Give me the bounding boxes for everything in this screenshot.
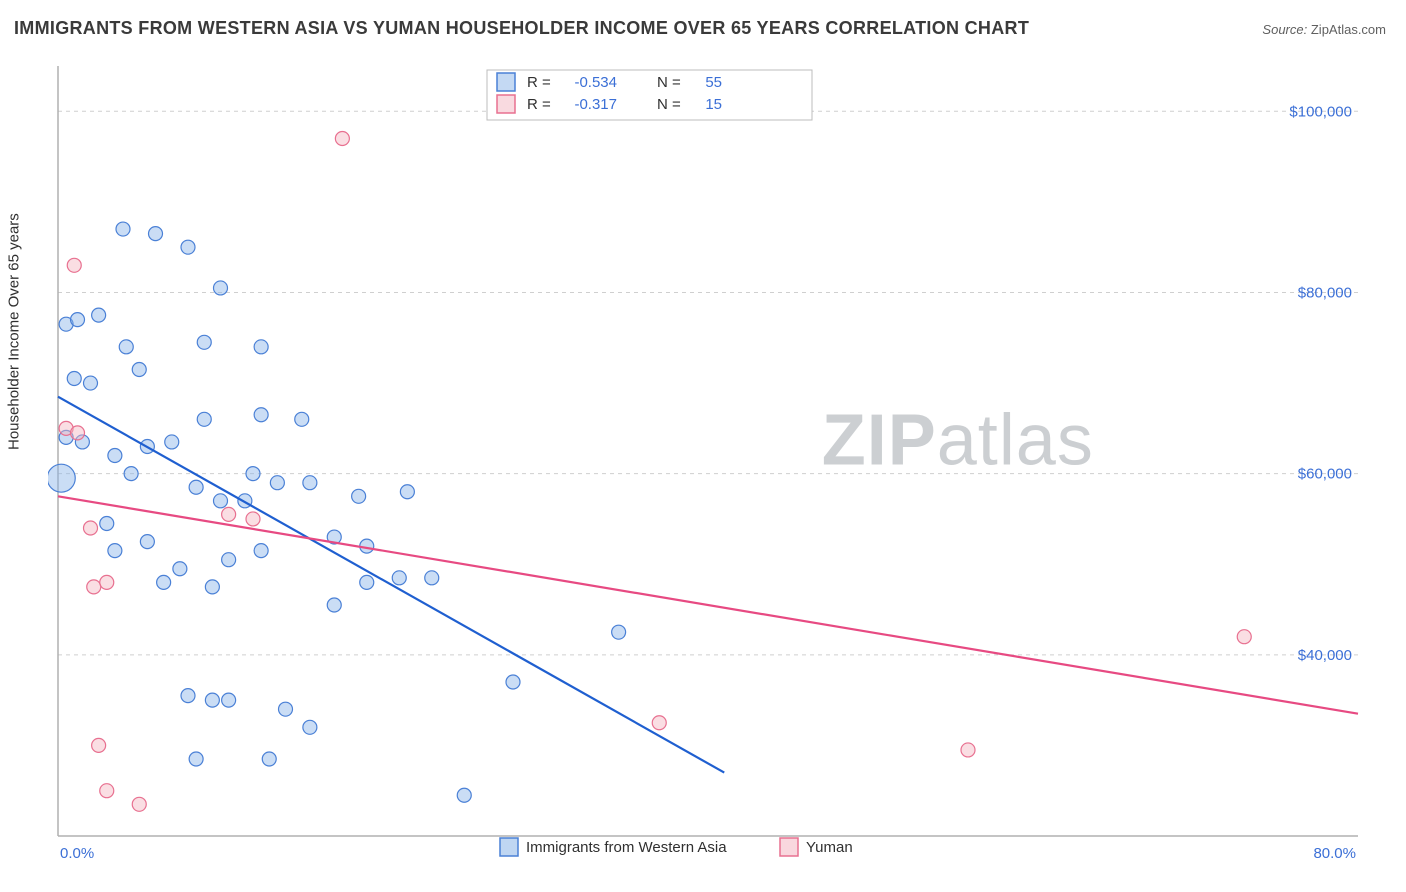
data-point — [612, 625, 626, 639]
data-point — [335, 131, 349, 145]
data-point — [295, 412, 309, 426]
watermark: ZIPatlas — [822, 401, 1094, 481]
data-point — [181, 689, 195, 703]
data-point — [327, 598, 341, 612]
data-point — [189, 752, 203, 766]
data-point — [222, 553, 236, 567]
data-point — [92, 738, 106, 752]
legend-n-value: 55 — [705, 74, 722, 91]
data-point — [246, 512, 260, 526]
y-tick-label: $100,000 — [1289, 103, 1352, 120]
data-point — [132, 797, 146, 811]
data-point — [48, 464, 75, 492]
data-point — [92, 308, 106, 322]
bottom-legend-label: Immigrants from Western Asia — [526, 839, 727, 856]
data-point — [119, 340, 133, 354]
data-point — [205, 580, 219, 594]
source-label: Source: — [1262, 22, 1307, 37]
data-point — [71, 426, 85, 440]
legend-r-value: -0.317 — [574, 96, 617, 113]
regression-line — [58, 496, 1358, 713]
data-point — [254, 408, 268, 422]
data-point — [197, 335, 211, 349]
data-point — [205, 693, 219, 707]
data-point — [1237, 630, 1251, 644]
data-point — [457, 788, 471, 802]
chart-title: IMMIGRANTS FROM WESTERN ASIA VS YUMAN HO… — [14, 18, 1029, 39]
data-point — [189, 480, 203, 494]
legend-n-label: N = — [657, 96, 681, 113]
chart-container: ZIPatlas $40,000 $60,000 $80,000 $100,000 0.0… — [48, 56, 1388, 876]
data-point — [116, 222, 130, 236]
source-attribution: Source: ZipAtlas.com — [1262, 22, 1386, 37]
data-point — [108, 544, 122, 558]
data-point — [214, 281, 228, 295]
legend-r-label: R = — [527, 74, 551, 91]
x-tick-label: 0.0% — [60, 845, 94, 862]
data-point — [165, 435, 179, 449]
data-point — [270, 476, 284, 490]
data-point — [303, 476, 317, 490]
data-point — [100, 784, 114, 798]
scatter-chart: ZIPatlas $40,000 $60,000 $80,000 $100,000 0.0… — [48, 56, 1388, 876]
legend-swatch — [497, 73, 515, 91]
y-tick-label: $80,000 — [1298, 284, 1352, 301]
data-point — [181, 240, 195, 254]
data-point — [140, 535, 154, 549]
y-axis-label: Householder Income Over 65 years — [6, 213, 23, 450]
x-tick-label: 80.0% — [1313, 845, 1356, 862]
data-point — [84, 376, 98, 390]
data-point — [67, 372, 81, 386]
bottom-legend-label: Yuman — [806, 839, 853, 856]
data-point — [360, 575, 374, 589]
data-point — [214, 494, 228, 508]
data-point — [197, 412, 211, 426]
data-point — [392, 571, 406, 585]
data-point — [254, 544, 268, 558]
data-point — [124, 467, 138, 481]
y-tick-label: $40,000 — [1298, 647, 1352, 664]
bottom-legend-swatch — [780, 838, 798, 856]
source-value: ZipAtlas.com — [1311, 22, 1386, 37]
data-point — [652, 716, 666, 730]
data-point — [108, 449, 122, 463]
data-point — [303, 720, 317, 734]
legend-swatch — [497, 95, 515, 113]
data-point — [67, 258, 81, 272]
data-point — [149, 227, 163, 241]
legend-n-label: N = — [657, 74, 681, 91]
legend-r-value: -0.534 — [574, 74, 617, 91]
data-point — [71, 313, 85, 327]
bottom-legend-swatch — [500, 838, 518, 856]
data-point — [352, 489, 366, 503]
data-point — [246, 467, 260, 481]
data-point — [425, 571, 439, 585]
data-point — [506, 675, 520, 689]
legend-n-value: 15 — [705, 96, 722, 113]
data-point — [132, 362, 146, 376]
data-point — [262, 752, 276, 766]
data-point — [254, 340, 268, 354]
data-point — [222, 693, 236, 707]
data-point — [222, 507, 236, 521]
data-point — [157, 575, 171, 589]
data-point — [100, 516, 114, 530]
data-point — [87, 580, 101, 594]
data-point — [173, 562, 187, 576]
data-point — [961, 743, 975, 757]
data-point — [279, 702, 293, 716]
data-point — [400, 485, 414, 499]
y-tick-label: $60,000 — [1298, 466, 1352, 483]
legend-r-label: R = — [527, 96, 551, 113]
data-point — [100, 575, 114, 589]
data-point — [84, 521, 98, 535]
